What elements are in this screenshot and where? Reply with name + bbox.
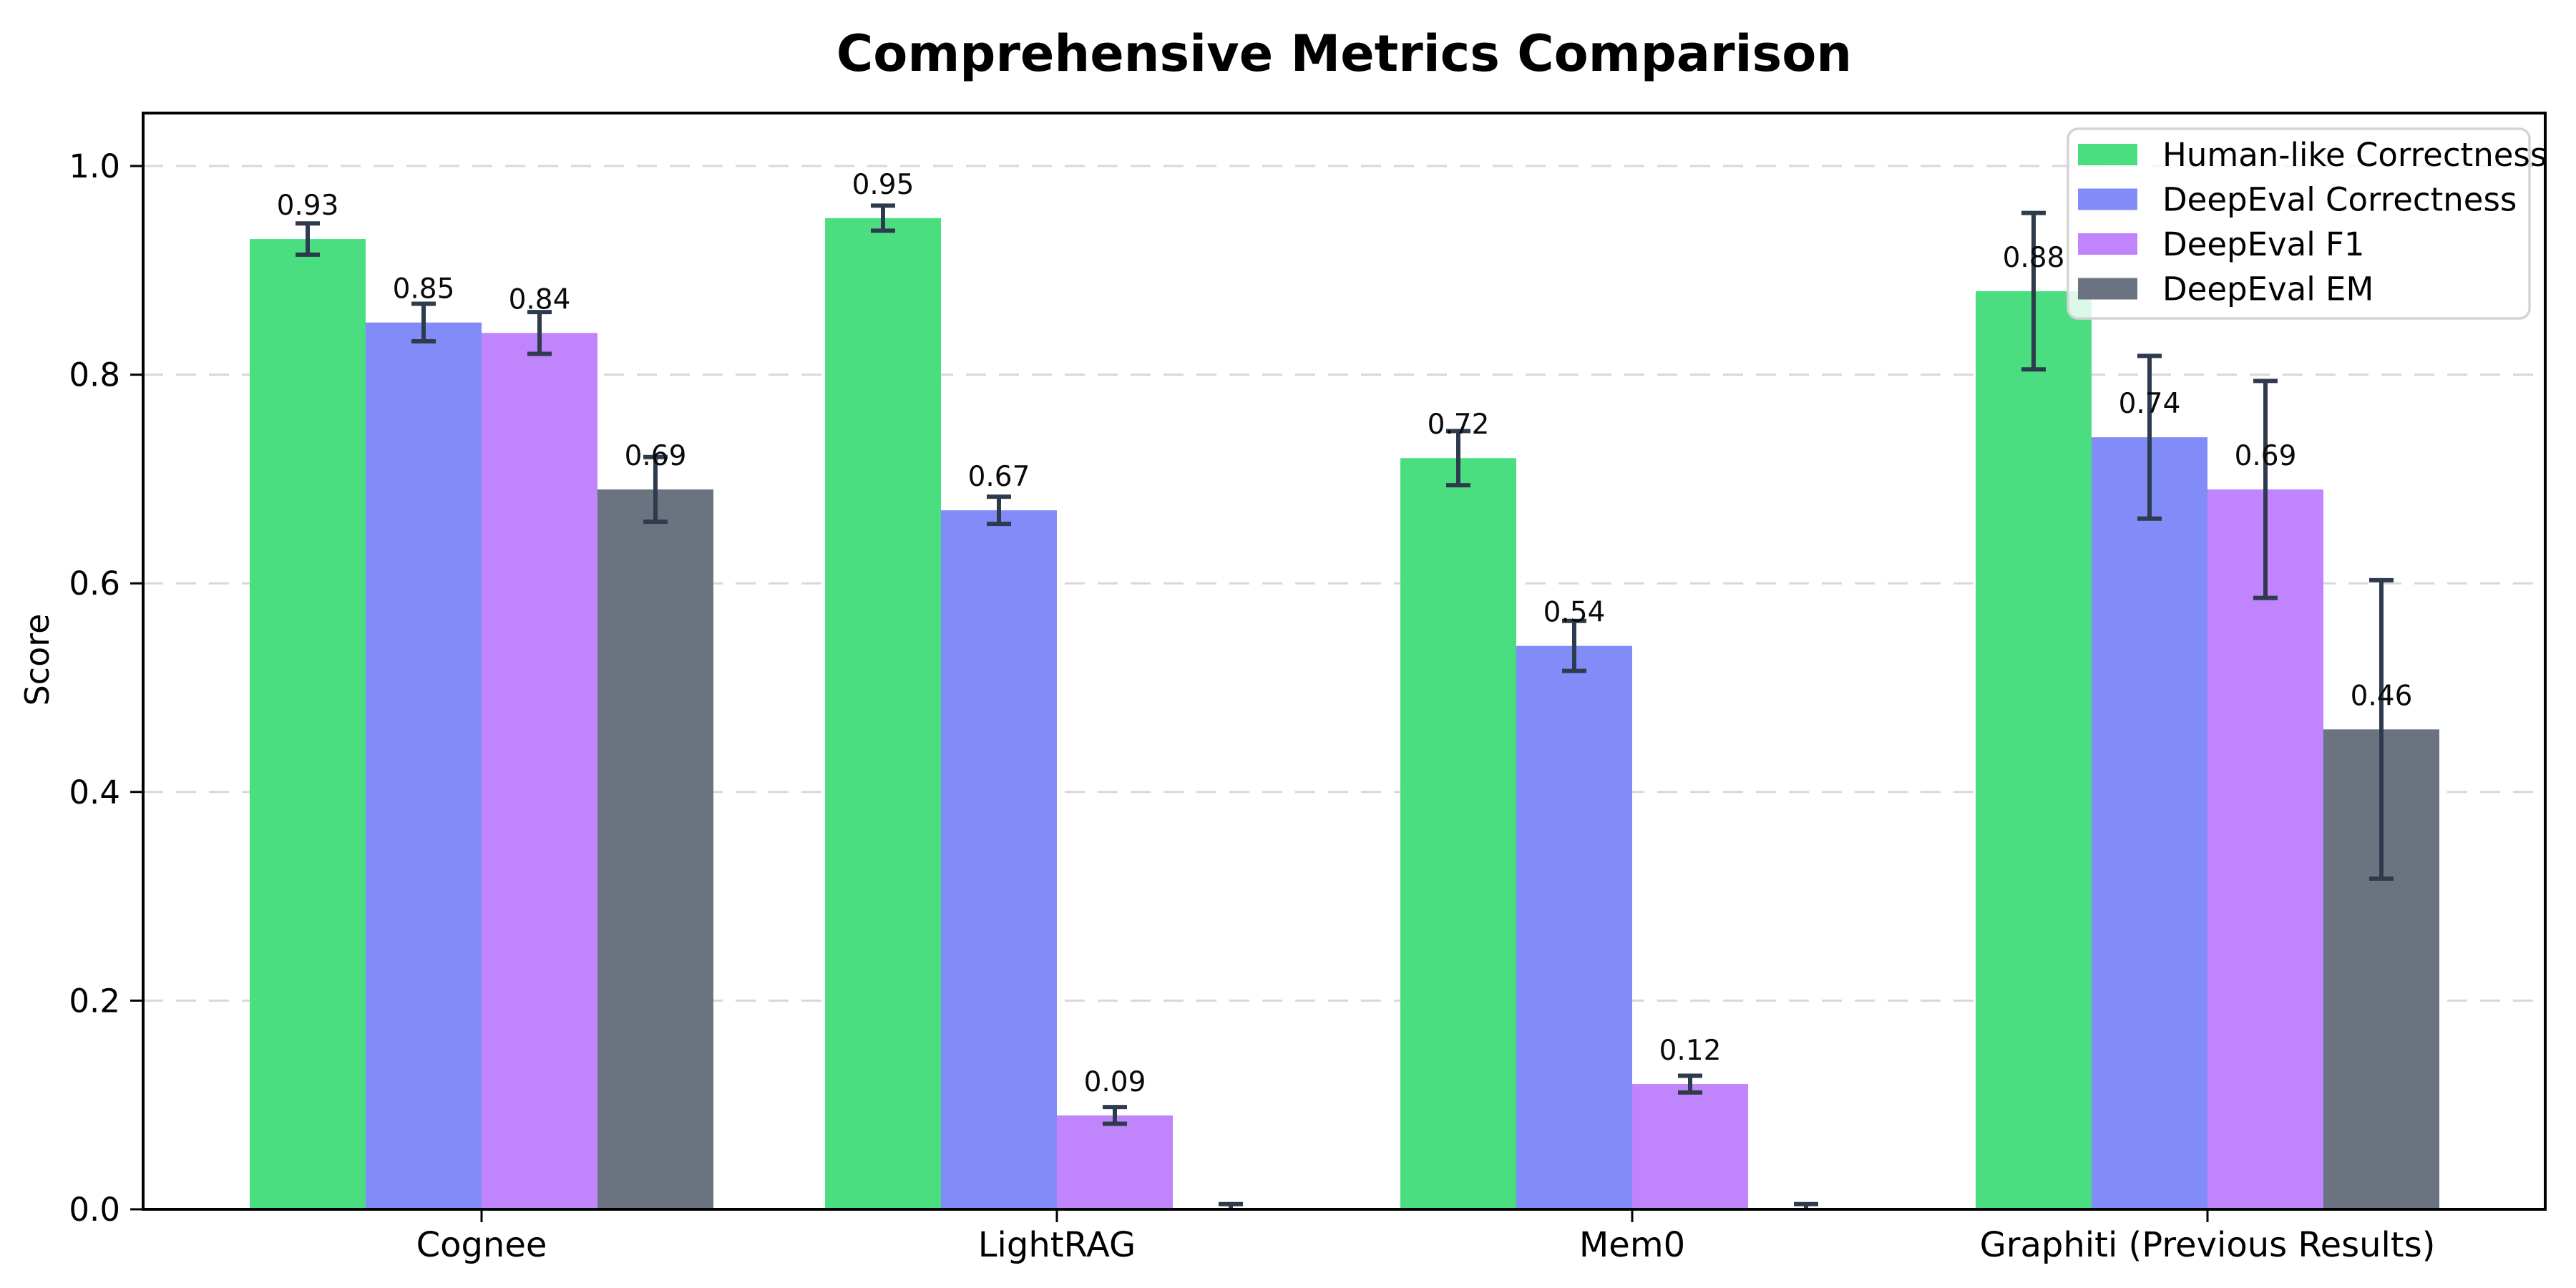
- y-tick-label: 0.6: [69, 565, 120, 602]
- bar-value-label: 0.93: [277, 190, 339, 222]
- legend-label: DeepEval EM: [2162, 270, 2373, 308]
- bar-3-2: [1057, 1115, 1173, 1209]
- bar-2-2: [941, 510, 1057, 1209]
- bar-value-label: 0.46: [2351, 680, 2413, 712]
- y-tick-label: 0.8: [69, 356, 120, 394]
- bar-3-1: [482, 333, 597, 1209]
- bar-value-label: 0.72: [1428, 409, 1490, 441]
- legend-swatch: [2078, 188, 2137, 210]
- legend-swatch: [2078, 233, 2137, 255]
- legend-swatch: [2078, 278, 2137, 300]
- bar-2-4: [2092, 437, 2207, 1209]
- bar-value-label: 0.69: [2235, 440, 2297, 472]
- y-tick-label: 0.0: [69, 1191, 120, 1229]
- bar-2-1: [366, 322, 482, 1210]
- plot-frame: [142, 112, 2547, 1211]
- bar-1-3: [1400, 458, 1516, 1209]
- x-tick-label: Cognee: [416, 1225, 547, 1265]
- bar-2-3: [1516, 645, 1632, 1209]
- x-tick-label: LightRAG: [978, 1225, 1136, 1265]
- legend: Human-like Correctness DeepEval Correctne…: [2067, 127, 2547, 320]
- bar-3-4: [2207, 489, 2323, 1209]
- x-tick-label: Mem0: [1579, 1225, 1685, 1265]
- bar-4-1: [597, 489, 713, 1209]
- legend-label: DeepEval Correctness: [2162, 181, 2517, 219]
- bar-3-3: [1632, 1084, 1748, 1209]
- y-tick-label: 0.2: [69, 982, 120, 1020]
- bar-value-label: 0.84: [509, 283, 571, 316]
- bar-1-2: [825, 218, 941, 1209]
- y-tick-label: 1.0: [69, 147, 120, 185]
- chart-title: Comprehensive Metrics Comparison: [836, 24, 1853, 83]
- bar-value-label: 0.85: [393, 273, 455, 306]
- bar-value-label: 0.88: [2003, 242, 2065, 274]
- bar-value-label: 0.67: [968, 461, 1030, 493]
- legend-swatch: [2078, 144, 2137, 165]
- bar-value-label: 0.95: [852, 169, 914, 201]
- legend-label: DeepEval F1: [2162, 225, 2365, 263]
- bar-1-1: [250, 239, 366, 1209]
- bar-value-label: 0.12: [1659, 1035, 1722, 1067]
- legend-box: [2067, 127, 2531, 320]
- x-tick-label: Graphiti (Previous Results): [1980, 1225, 2436, 1265]
- bar-1-4: [1976, 291, 2092, 1210]
- bar-value-label: 0.74: [2119, 388, 2181, 420]
- legend-label: Human-like Correctness: [2162, 136, 2547, 174]
- bar-value-label: 0.09: [1084, 1066, 1146, 1098]
- bar-value-label: 0.69: [625, 440, 687, 472]
- y-tick-label: 0.4: [69, 774, 120, 811]
- bar-value-label: 0.54: [1543, 597, 1606, 629]
